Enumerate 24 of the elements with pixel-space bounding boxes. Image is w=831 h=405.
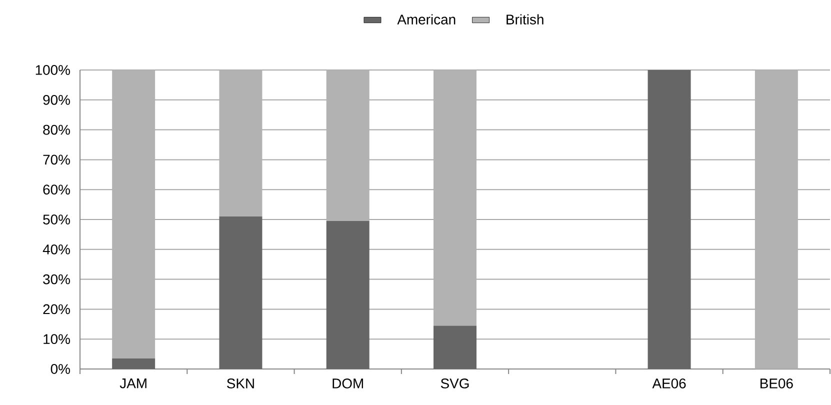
y-tick-label: 40%	[42, 244, 70, 254]
y-tick-label: 10%	[44, 334, 70, 344]
y-tick-label: 100%	[36, 65, 70, 75]
bar	[326, 220, 370, 369]
y-tick-label: 80%	[43, 124, 70, 135]
y-tick-label: 60%	[43, 184, 70, 195]
y-tick-label: 90%	[43, 94, 70, 105]
y-tick-label: 50%	[43, 214, 70, 224]
y-tick-label: 0%	[50, 364, 70, 374]
x-tick-label: BE06	[760, 378, 793, 388]
x-tick-label: JAM	[120, 378, 146, 388]
bar	[219, 216, 262, 369]
bar	[648, 70, 691, 369]
x-tick-label: SKN	[227, 378, 254, 388]
y-tick-label: 70%	[43, 154, 70, 165]
legend-label: American	[397, 14, 456, 24]
bar	[112, 358, 156, 369]
y-tick-label: 30%	[43, 274, 70, 284]
bar	[434, 326, 477, 369]
legend-label: British	[506, 14, 544, 24]
x-tick-label: SVG	[440, 378, 469, 388]
y-tick-label: 20%	[43, 304, 70, 314]
x-tick-label: DOM	[332, 378, 363, 388]
x-tick-label: AE06	[652, 378, 686, 388]
